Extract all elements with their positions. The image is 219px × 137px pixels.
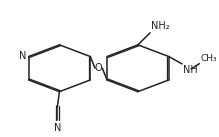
Text: NH: NH — [183, 65, 198, 75]
Text: O: O — [95, 63, 102, 73]
Text: NH₂: NH₂ — [151, 21, 170, 31]
Text: N: N — [54, 123, 61, 133]
Text: N: N — [19, 51, 26, 61]
Text: CH₃: CH₃ — [200, 54, 217, 63]
